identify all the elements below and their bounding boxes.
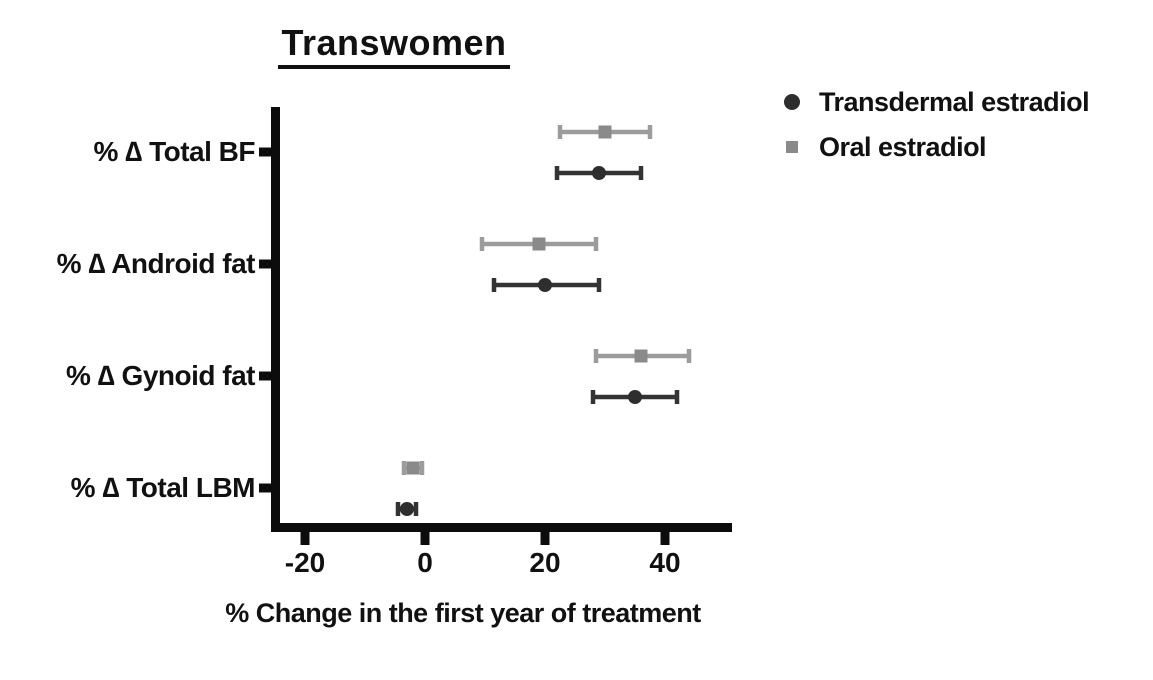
- chart-title-text: Transwomen: [278, 22, 510, 69]
- data-point-oral-estradiol-1: [532, 237, 546, 251]
- y-axis-tick-2: [259, 371, 271, 381]
- circle-marker-icon: [783, 94, 800, 111]
- data-point-transdermal-estradiol-0: [592, 166, 606, 180]
- legend-label-oral-estradiol: Oral estradiol: [819, 132, 987, 162]
- data-point-oral-estradiol-2: [634, 349, 648, 363]
- square-marker-icon: [783, 139, 800, 156]
- legend-label-transdermal-estradiol: Transdermal estradiol: [819, 87, 1090, 117]
- legend: Transdermal estradiol Oral estradiol: [783, 86, 1090, 163]
- legend-item-oral-estradiol: Oral estradiol: [783, 131, 1089, 163]
- x-axis-tick-label-40: 40: [649, 547, 680, 578]
- x-axis-tick-label-20: 20: [529, 547, 560, 578]
- x-axis-tick-40: [660, 532, 670, 545]
- y-axis-line: [271, 107, 280, 532]
- category-label-total-bf: % ∆ Total BF: [93, 136, 256, 167]
- data-point-transdermal-estradiol-2: [628, 390, 642, 404]
- legend-item-transdermal-estradiol: Transdermal estradiol: [783, 86, 1090, 118]
- x-axis-tick--20: [300, 532, 310, 545]
- x-axis-line: [271, 523, 732, 532]
- data-point-transdermal-estradiol-3: [400, 502, 414, 516]
- x-axis-tick-20: [540, 532, 550, 545]
- x-axis-label: % Change in the first year of treatment: [225, 598, 701, 628]
- circle-marker-shape: [783, 94, 800, 110]
- y-axis-tick-0: [259, 147, 271, 157]
- x-axis-tick-label-0: 0: [417, 547, 433, 578]
- category-label-total-lbm: % ∆ Total LBM: [70, 472, 256, 503]
- square-marker-shape: [785, 141, 798, 153]
- category-label-android-fat: % ∆ Android fat: [56, 248, 256, 279]
- data-point-oral-estradiol-0: [598, 125, 612, 139]
- category-label-gynoid-fat: % ∆ Gynoid fat: [65, 360, 256, 391]
- y-axis-tick-1: [259, 259, 271, 269]
- data-point-oral-estradiol-3: [406, 461, 420, 475]
- data-point-transdermal-estradiol-1: [538, 278, 552, 292]
- y-axis-tick-3: [259, 483, 271, 493]
- x-axis-tick-label--20: -20: [285, 547, 325, 578]
- x-axis-tick-0: [420, 532, 430, 545]
- chart-title: Transwomen: [0, 22, 788, 69]
